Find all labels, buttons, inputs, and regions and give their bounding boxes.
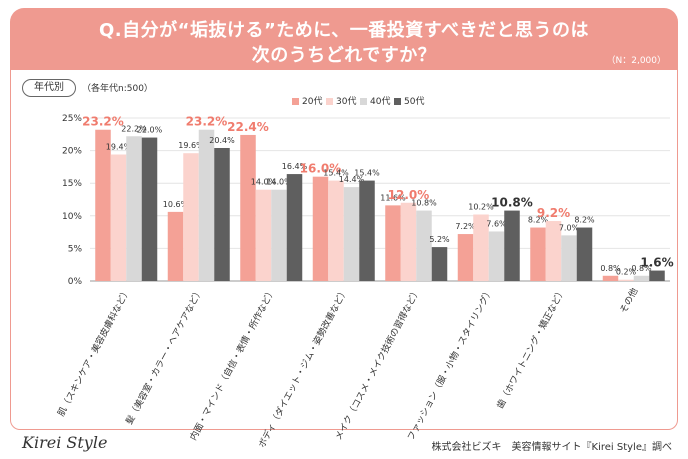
y-tick-label: 0% (68, 277, 83, 287)
bar (602, 275, 619, 281)
category-label: 内面・マインド（自信・表情・所作など） (187, 286, 278, 443)
bar (198, 129, 215, 281)
bar (633, 275, 650, 281)
bar (504, 210, 520, 281)
bar (167, 211, 184, 281)
data-label: 22.4% (227, 120, 269, 134)
category-label: ボディ（ダイエット・ジム・姿勢改善など） (256, 286, 351, 450)
bar (110, 154, 127, 281)
bar (286, 174, 303, 281)
bar (95, 129, 111, 281)
question-header: Q.自分が“垢抜ける”ために、一番投資すべきだと思うのは 次のうちどれですか？ … (10, 8, 678, 70)
legend-label: 40代 (370, 96, 390, 107)
question-title-line2: 次のうちどれですか？ (251, 45, 437, 66)
bar (416, 210, 432, 281)
data-label: 1.6% (640, 256, 673, 270)
bar (183, 153, 199, 281)
data-label: 8.2% (574, 216, 595, 225)
bar (385, 205, 401, 281)
segment-note: （各年代n:500） (82, 84, 153, 94)
y-tick-label: 15% (62, 179, 82, 189)
data-label: 19.4% (106, 143, 132, 152)
data-label: 19.6% (178, 141, 204, 150)
data-label: 0.8% (600, 264, 621, 273)
data-label: 7.2% (455, 222, 476, 231)
bar (576, 227, 593, 281)
data-label: 14.0% (266, 178, 292, 187)
data-label: 23.2% (82, 115, 124, 129)
data-label: 0.2% (616, 268, 637, 277)
data-label: 11.6% (380, 193, 406, 202)
data-label: 7.6% (486, 219, 507, 228)
bar (343, 187, 360, 281)
bar (649, 270, 665, 281)
bar (400, 202, 417, 281)
data-label: 14.4% (339, 175, 365, 184)
bar (214, 147, 230, 281)
bar (255, 189, 272, 281)
data-label: 15.4% (323, 169, 349, 178)
y-tick-label: 10% (62, 212, 82, 222)
bar (457, 234, 474, 281)
y-tick-label: 20% (62, 147, 82, 157)
data-label: 16.4% (282, 162, 308, 171)
legend-label: 30代 (336, 96, 356, 107)
data-label: 15.4% (354, 169, 380, 178)
data-label: 9.2% (537, 206, 570, 220)
legend-label: 50代 (404, 96, 424, 107)
data-label: 8.2% (528, 216, 549, 225)
category-label: その他 (617, 286, 640, 315)
question-title-line1: Q.自分が“垢抜ける”ために、一番投資すべきだと思うのは (99, 20, 589, 41)
category-label: 歯（ホワイトニング・矯正など） (494, 286, 568, 411)
data-label: 5.2% (429, 235, 450, 244)
bar (359, 180, 375, 281)
bar (561, 235, 577, 281)
bar (431, 247, 448, 281)
source-credit: 株式会社ビズキ 美容情報サイト『Kirei Style』調べ (431, 442, 672, 453)
data-label: 10.8% (491, 196, 533, 210)
y-tick-label: 25% (62, 114, 82, 124)
data-label: 20.4% (209, 136, 235, 145)
category-label: 髪（美容室・カラー・ヘアケアなど） (123, 286, 205, 427)
data-label: 12.0% (388, 188, 430, 202)
legend-label: 20代 (302, 96, 322, 107)
data-label: 0.8% (631, 264, 652, 273)
bar (488, 231, 505, 281)
data-label: 10.2% (468, 202, 494, 211)
legend-swatch (326, 98, 333, 105)
data-label: 16.0% (300, 162, 342, 176)
bar (473, 214, 489, 281)
bar (530, 227, 546, 281)
chart-panel (10, 70, 678, 430)
category-label: ファッション（服・小物・スタイリング） (405, 286, 496, 443)
bar (271, 189, 287, 281)
data-label: 7.0% (559, 223, 580, 232)
bar (312, 176, 329, 281)
sample-size-note: （N：2,000） (606, 56, 667, 66)
segment-tag: 年代別 (22, 79, 76, 97)
bar (240, 134, 256, 281)
bar (545, 221, 562, 281)
legend-swatch (360, 98, 367, 105)
data-label: 23.2% (186, 115, 228, 129)
legend-swatch (292, 98, 299, 105)
brand-logo: Kirei Style (22, 433, 108, 452)
data-label: 22.2% (121, 124, 147, 133)
category-label: メイク（コスメ・メイク技術の習得など） (332, 286, 423, 442)
data-label: 14.0% (251, 178, 277, 187)
y-tick-label: 5% (68, 244, 83, 254)
legend-swatch (394, 98, 401, 105)
bar (126, 136, 142, 281)
bar (618, 279, 634, 281)
data-label: 10.6% (163, 200, 189, 209)
bar (328, 180, 344, 281)
category-label: 肌（スキンケア・美容皮膚科など） (55, 286, 133, 419)
bar (141, 137, 158, 281)
data-label: 10.8% (411, 199, 437, 208)
data-label: 22.0% (137, 126, 163, 135)
